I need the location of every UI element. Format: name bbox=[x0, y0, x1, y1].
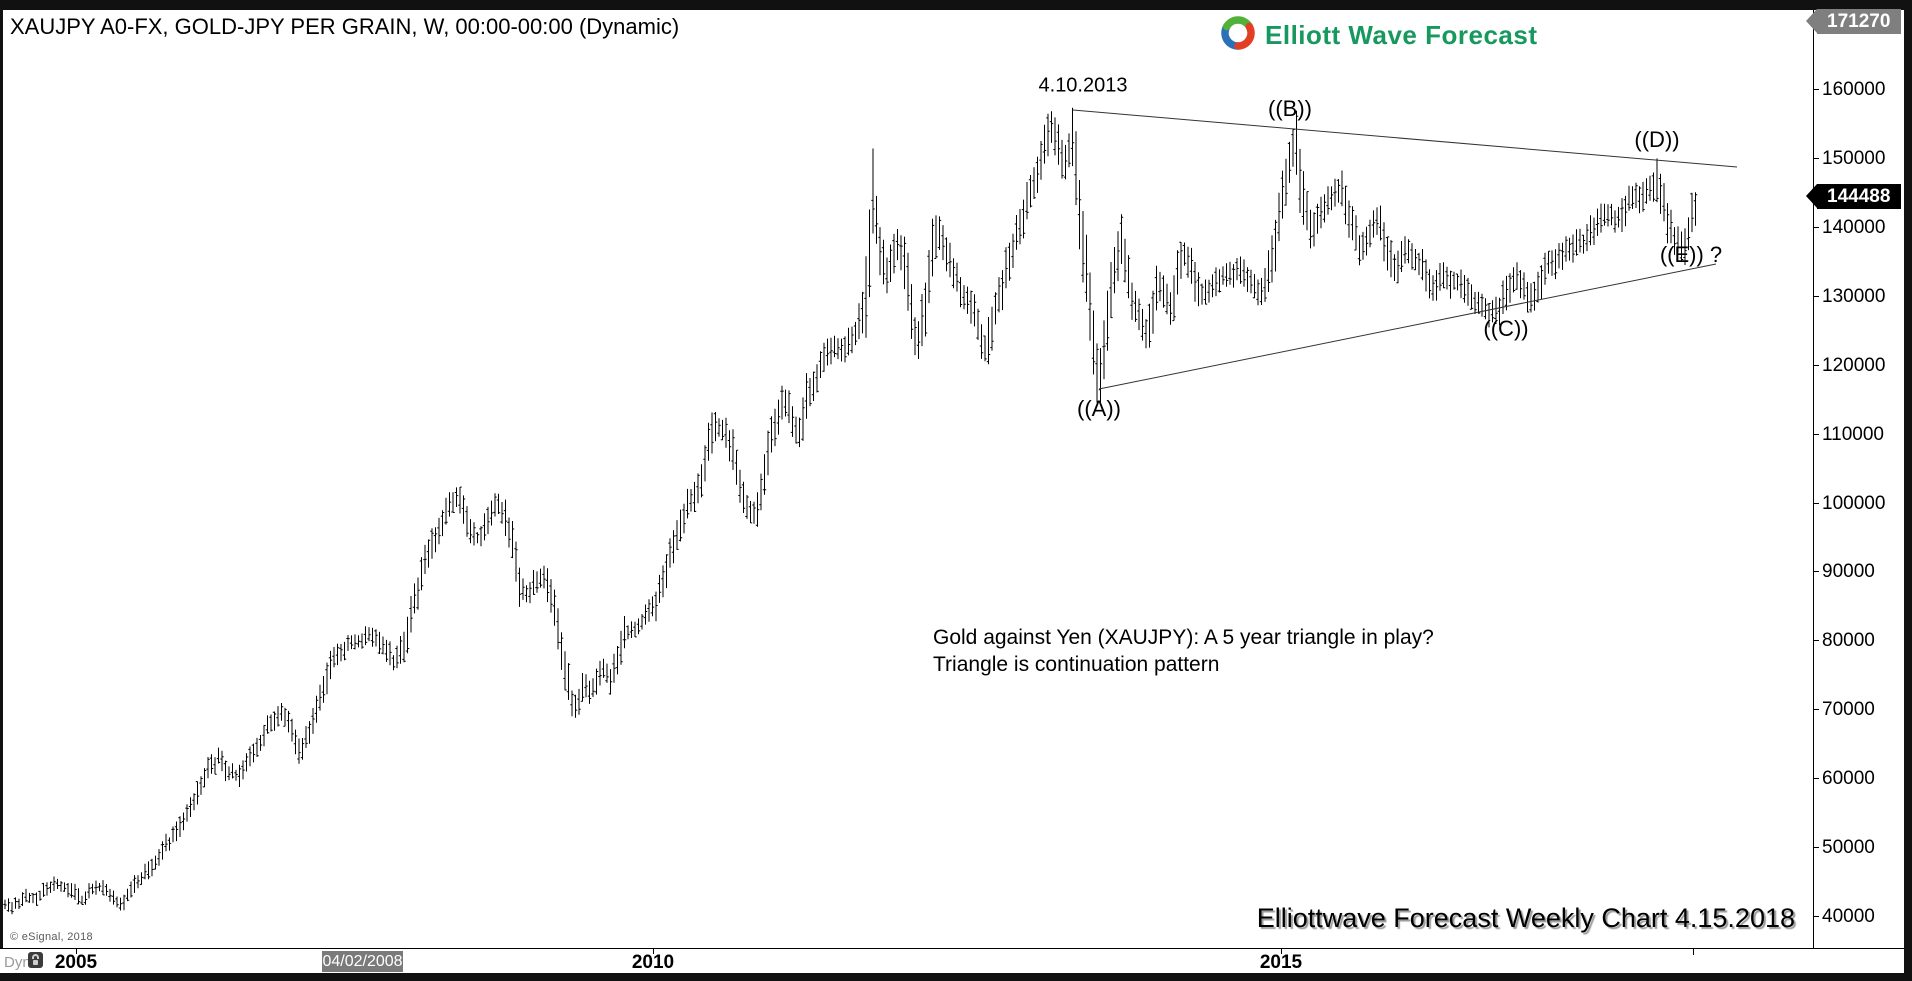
wave-a-label: ((A)) bbox=[1077, 396, 1121, 421]
axis-corner-tick bbox=[1693, 949, 1694, 955]
analysis-note-line1: Gold against Yen (XAUJPY): A 5 year tria… bbox=[933, 626, 1434, 649]
price-tick-160000: 160000 bbox=[1814, 79, 1904, 101]
lock-icon[interactable] bbox=[28, 952, 43, 968]
lock-keyhole bbox=[33, 960, 38, 965]
year-tick-2010 bbox=[653, 949, 654, 954]
wave-b-label: ((B)) bbox=[1268, 96, 1312, 121]
year-tick-2005 bbox=[76, 949, 77, 954]
dynamic-mode-label[interactable]: Dyn bbox=[4, 954, 31, 971]
wave-d-label: ((D)) bbox=[1634, 127, 1680, 152]
tick-mark bbox=[1814, 571, 1819, 573]
tick-mark bbox=[1814, 158, 1819, 159]
triangle-upper bbox=[1072, 109, 1738, 168]
brand-logo: Elliott Wave Forecast bbox=[1218, 13, 1538, 58]
price-tick-50000: 50000 bbox=[1814, 837, 1904, 859]
price-tick-90000: 90000 bbox=[1814, 561, 1904, 583]
lock-shackle bbox=[32, 954, 39, 959]
scale-high-badge: 171270 bbox=[1806, 9, 1901, 34]
tick-mark bbox=[1814, 226, 1819, 228]
peak-date-annotation: 4.10.2013 bbox=[1038, 74, 1128, 97]
price-tick-110000: 110000 bbox=[1814, 424, 1904, 446]
tick-mark bbox=[1814, 640, 1819, 642]
price-tick-80000: 80000 bbox=[1814, 630, 1904, 652]
year-label-2010: 2010 bbox=[631, 952, 675, 973]
chart-footer-caption: Elliottwave Forecast Weekly Chart 4.15.2… bbox=[1256, 903, 1795, 933]
last-price-badge: 144488 bbox=[1806, 184, 1901, 210]
tick-mark bbox=[1814, 364, 1819, 366]
badge-arrow-icon bbox=[1806, 184, 1817, 209]
analysis-note-line2: Triangle is continuation pattern bbox=[933, 653, 1220, 676]
ohlc-bars bbox=[3, 107, 1698, 915]
triangle-trendlines bbox=[1072, 109, 1738, 390]
price-tick-100000: 100000 bbox=[1814, 493, 1904, 515]
symbol-title: XAUJPY A0-FX, GOLD-JPY PER GRAIN, W, 00:… bbox=[10, 14, 680, 39]
price-tick-120000: 120000 bbox=[1814, 355, 1904, 377]
brand-name: Elliott Wave Forecast bbox=[1265, 20, 1538, 50]
date-marker-badge: 04/02/2008 bbox=[322, 951, 403, 972]
price-tick-40000: 40000 bbox=[1814, 906, 1904, 928]
badge-arrow-icon bbox=[1806, 9, 1817, 33]
analysis-note: Gold against Yen (XAUJPY): A 5 year tria… bbox=[933, 624, 1434, 678]
tick-mark bbox=[1814, 915, 1819, 917]
esignal-watermark: © eSignal, 2018 bbox=[10, 931, 93, 943]
tick-mark bbox=[1814, 433, 1819, 435]
window-bottom-border bbox=[0, 973, 1912, 981]
price-axis[interactable]: 160000 150000 140000 130000 120000 110000 1000… bbox=[1806, 9, 1904, 973]
price-tick-140000: 140000 bbox=[1814, 217, 1904, 239]
tick-mark bbox=[1814, 847, 1819, 848]
tick-mark bbox=[1814, 295, 1819, 297]
tick-mark bbox=[1814, 709, 1819, 711]
price-tick-150000: 150000 bbox=[1814, 148, 1904, 170]
price-tick-70000: 70000 bbox=[1814, 699, 1904, 721]
tick-mark bbox=[1814, 778, 1819, 780]
year-label-2005: 2005 bbox=[54, 952, 98, 973]
price-chart-canvas[interactable] bbox=[0, 10, 1904, 948]
wave-e-label: ((E)) ? bbox=[1659, 242, 1723, 267]
year-label-2015: 2015 bbox=[1259, 952, 1303, 973]
wave-c-label: ((C)) bbox=[1483, 316, 1529, 341]
year-tick-2015 bbox=[1281, 949, 1282, 954]
triangle-lower bbox=[1098, 263, 1717, 390]
time-axis[interactable]: Dyn 04/02/2008 2005 2010 2015 bbox=[0, 948, 1904, 973]
tick-mark bbox=[1814, 89, 1819, 91]
price-tick-130000: 130000 bbox=[1814, 286, 1904, 308]
window-left-border bbox=[0, 10, 3, 973]
window-top-border bbox=[0, 0, 1912, 10]
tick-mark bbox=[1814, 502, 1819, 504]
window-right-border bbox=[1904, 0, 1912, 981]
swirl-logo-icon bbox=[1218, 13, 1258, 58]
price-tick-60000: 60000 bbox=[1814, 768, 1904, 790]
